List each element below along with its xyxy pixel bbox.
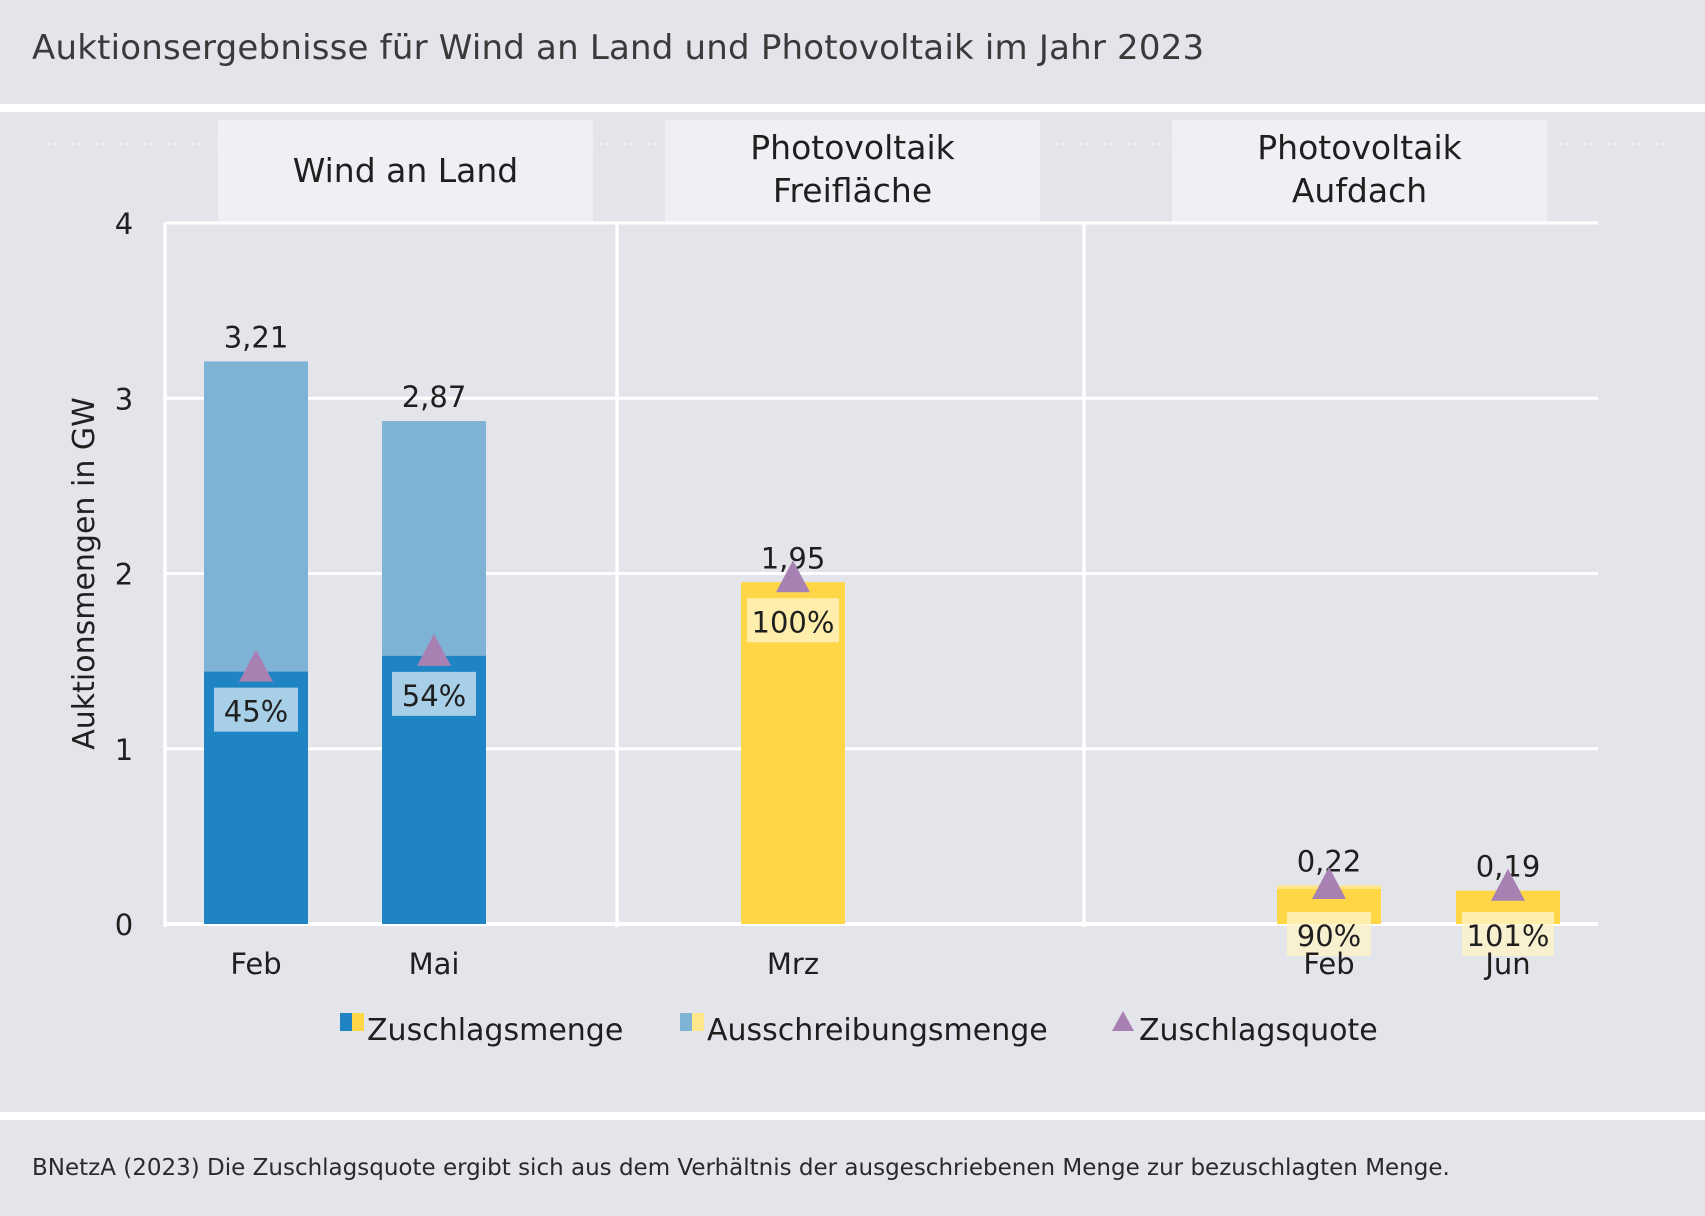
y-tick-label: 0 <box>115 908 133 942</box>
quota-label-box <box>214 687 298 732</box>
legend-swatch-pv <box>352 1013 364 1031</box>
panel-title: Photovoltaik <box>750 128 955 167</box>
legend-triangle-icon <box>1112 1011 1134 1031</box>
panel-header-box <box>1172 120 1547 222</box>
x-category-label: Jun <box>1483 947 1530 981</box>
legend-label: Ausschreibungsmenge <box>707 1013 1048 1048</box>
panel-title: Wind an Land <box>293 151 519 190</box>
panel-header-box <box>665 120 1040 222</box>
legend-swatch-wind <box>340 1013 352 1031</box>
x-category-label: Feb <box>1303 947 1354 981</box>
panel-title: Photovoltaik <box>1257 128 1462 167</box>
title-bar: Auktionsergebnisse für Wind an Land und … <box>0 0 1705 104</box>
quota-label-box <box>1287 912 1371 956</box>
legend-swatch-wind <box>680 1013 692 1031</box>
x-category-label: Mrz <box>767 947 819 981</box>
page-title: Auktionsergebnisse für Wind an Land und … <box>32 28 1205 68</box>
panel-title: Freifläche <box>773 171 932 210</box>
x-category-label: Mai <box>409 947 460 981</box>
legend-label: Zuschlagsquote <box>1139 1013 1378 1048</box>
y-tick-label: 2 <box>115 558 133 592</box>
legend-label: Zuschlagsmenge <box>367 1013 623 1048</box>
panel-title: Aufdach <box>1292 171 1427 210</box>
quota-label-box <box>392 671 476 716</box>
source-note: BNetzA (2023) Die Zuschlagsquote ergibt … <box>32 1155 1450 1181</box>
quota-label: 90% <box>1297 919 1361 953</box>
quota-label: 54% <box>402 679 466 713</box>
y-tick-label: 4 <box>115 207 133 241</box>
bottom-separator <box>0 1112 1705 1120</box>
quota-label: 45% <box>224 695 288 729</box>
bar-value-label: 3,21 <box>224 320 289 354</box>
quota-marker <box>417 633 451 666</box>
y-tick-label: 1 <box>115 733 133 767</box>
quota-label-box <box>1462 912 1554 956</box>
footer <box>0 1120 1705 1216</box>
quota-marker <box>1491 868 1525 901</box>
quota-label: 101% <box>1467 919 1550 953</box>
x-category-label: Feb <box>230 947 281 981</box>
quota-label: 100% <box>752 605 835 639</box>
legend-swatch-pv <box>692 1013 704 1031</box>
y-tick-label: 3 <box>115 382 133 416</box>
y-axis-label: Auktionsmengen in GW <box>67 397 102 750</box>
quota-marker <box>776 560 810 593</box>
quota-marker <box>1312 866 1346 899</box>
bar-chart: Wind an Land Photovoltaik Freifläche Photov… <box>30 120 1675 1048</box>
quota-label-box <box>747 598 839 643</box>
panel-header-box <box>218 120 593 222</box>
top-separator <box>0 104 1705 112</box>
quota-marker <box>239 649 273 682</box>
bar-value-label: 2,87 <box>402 380 467 414</box>
